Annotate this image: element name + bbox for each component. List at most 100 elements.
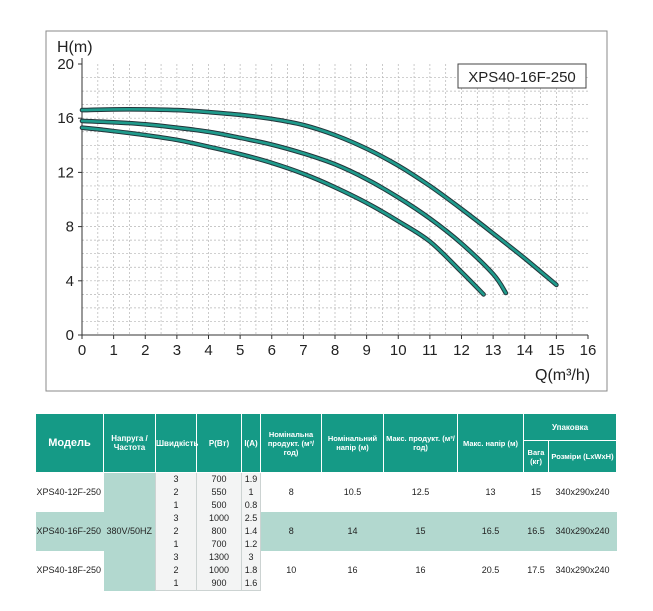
nominal-head-cell: 14 [321, 512, 384, 551]
x-tick-label: 12 [453, 342, 470, 359]
speed-cell: 1 [155, 577, 197, 591]
table-row: 1 900 1.6 [36, 577, 617, 591]
spec-table: Модель Напруга /Частота Швидкість P(Вт) … [35, 413, 618, 591]
x-tick-label: 3 [173, 342, 181, 359]
max-flow-cell: 12.5 [411, 487, 430, 497]
header-speed: Швидкість [155, 413, 198, 473]
x-tick-label: 4 [204, 342, 212, 359]
current-cell: 1.8 [241, 564, 261, 577]
x-tick-label: 2 [141, 342, 149, 359]
y-tick-label: 20 [57, 56, 74, 73]
x-tick-label: 11 [422, 342, 438, 359]
model-name: XPS40-12F-250 [36, 487, 102, 497]
max-head-cell: 13 [485, 487, 496, 497]
y-tick-label: 12 [57, 164, 74, 181]
chart-axes [78, 58, 589, 339]
header-package: Упаковка [522, 413, 618, 441]
table-row: 2 800 1.4 [36, 525, 617, 538]
power-cell: 1300 [196, 551, 242, 564]
chart-curves [79, 107, 559, 297]
current-cell: 1 [241, 486, 261, 499]
x-tick-label: 13 [485, 342, 502, 359]
power-cell: 1000 [196, 564, 242, 577]
max-head-cell: 16.5 [457, 512, 524, 551]
model-name: XPS40-18F-250 [36, 565, 102, 576]
speed-cell: 3 [155, 551, 197, 564]
nominal-flow-cell: 8 [260, 512, 322, 551]
speed-cell: 2 [155, 564, 197, 577]
x-tick-label: 10 [390, 342, 407, 359]
x-tick-label: 0 [78, 342, 86, 359]
curve-speed-speed-1 [80, 126, 485, 296]
x-tick-label: 5 [236, 342, 244, 359]
nominal-head-cell: 16 [347, 565, 358, 576]
y-tick-label: 4 [66, 273, 74, 290]
table-row: XPS40-12F-250 380V/50HZ 3 700 1.9 8 10.5… [36, 472, 617, 591]
dims-cell: 340x290x240 [555, 487, 610, 497]
header-nominal-flow: Номінальна продукт. (м³/год) [260, 413, 322, 473]
current-cell: 1.6 [241, 577, 261, 591]
voltage-cell: 380V/50HZ [103, 472, 156, 591]
chart-title: XPS40-16F-250 [468, 69, 576, 86]
speed-cell: 3 [155, 472, 197, 486]
table-row: 2 1000 1.8 [36, 564, 617, 577]
header-max-head: Макс. напір (м) [457, 413, 524, 473]
y-tick-label: 16 [57, 110, 74, 127]
y-tick-label: 8 [66, 219, 74, 236]
x-tick-label: 16 [580, 342, 597, 359]
current-cell: 1.2 [241, 538, 261, 551]
nominal-flow-cell: 8 [288, 487, 294, 497]
speed-cell: 2 [155, 486, 197, 499]
x-tick-label: 7 [299, 342, 307, 359]
table-row: 2 550 1 [36, 486, 617, 499]
weight-cell: 17.5 [527, 565, 545, 576]
current-cell: 3 [241, 551, 261, 564]
header-nominal-head: Номінальний напір (м) [321, 413, 384, 473]
header-dims: Розміри (LxWxH) [547, 440, 618, 473]
chart-title-box [457, 63, 587, 89]
current-cell: 0.8 [241, 499, 261, 512]
max-flow-cell: 15 [383, 512, 458, 551]
x-tick-label: 14 [516, 342, 533, 359]
x-tick-label: 15 [548, 342, 565, 359]
current-cell: 1.9 [241, 472, 261, 486]
current-cell: 2.5 [241, 512, 261, 525]
power-cell: 1000 [196, 512, 242, 525]
y-tick-label: 0 [66, 327, 74, 344]
header-max-flow: Макс. продукт. (м³/год) [383, 413, 458, 473]
power-cell: 700 [196, 472, 242, 486]
header-weight: Вага (кг) [523, 440, 549, 473]
x-tick-label: 6 [268, 342, 276, 359]
x-tick-label: 1 [109, 342, 117, 359]
power-cell: 550 [196, 486, 242, 499]
header-power: P(Вт) [196, 413, 242, 473]
dims-cell: 340x290x240 [555, 565, 610, 576]
weight-cell: 15 [530, 487, 541, 497]
x-tick-label: 9 [362, 342, 370, 359]
power-cell: 500 [196, 499, 242, 512]
curve-speed-speed-2 [80, 119, 508, 295]
curve-speed-speed-3 [80, 108, 558, 287]
power-cell: 800 [196, 525, 242, 538]
weight-cell: 16.5 [523, 512, 549, 551]
x-tick-label: 8 [331, 342, 339, 359]
speed-cell: 1 [155, 499, 197, 512]
max-head-cell: 20.5 [481, 565, 500, 576]
power-cell: 700 [196, 538, 242, 551]
table-row: 1 700 1.2 [36, 538, 617, 551]
header-voltage: Напруга /Частота [103, 413, 156, 473]
current-cell: 1.4 [241, 525, 261, 538]
nominal-flow-cell: 10 [286, 565, 297, 576]
speed-cell: 3 [155, 512, 197, 525]
table-row: XPS40-18F-250 3 1300 3 10 16 16 20.5 17.… [36, 551, 617, 575]
speed-cell: 2 [155, 525, 197, 538]
table-row: 1 500 0.8 [36, 499, 617, 512]
dims-cell: 340x290x240 [548, 512, 617, 551]
speed-cell: 1 [155, 538, 197, 551]
table-row: XPS40-16F-250 3 1000 2.5 8 14 15 16.5 16… [35, 512, 617, 551]
header-model: Модель [35, 413, 104, 473]
header-current: I(A) [241, 413, 261, 473]
spec-table-body: XPS40-12F-250 380V/50HZ 3 700 1.9 8 10.5… [35, 472, 617, 591]
